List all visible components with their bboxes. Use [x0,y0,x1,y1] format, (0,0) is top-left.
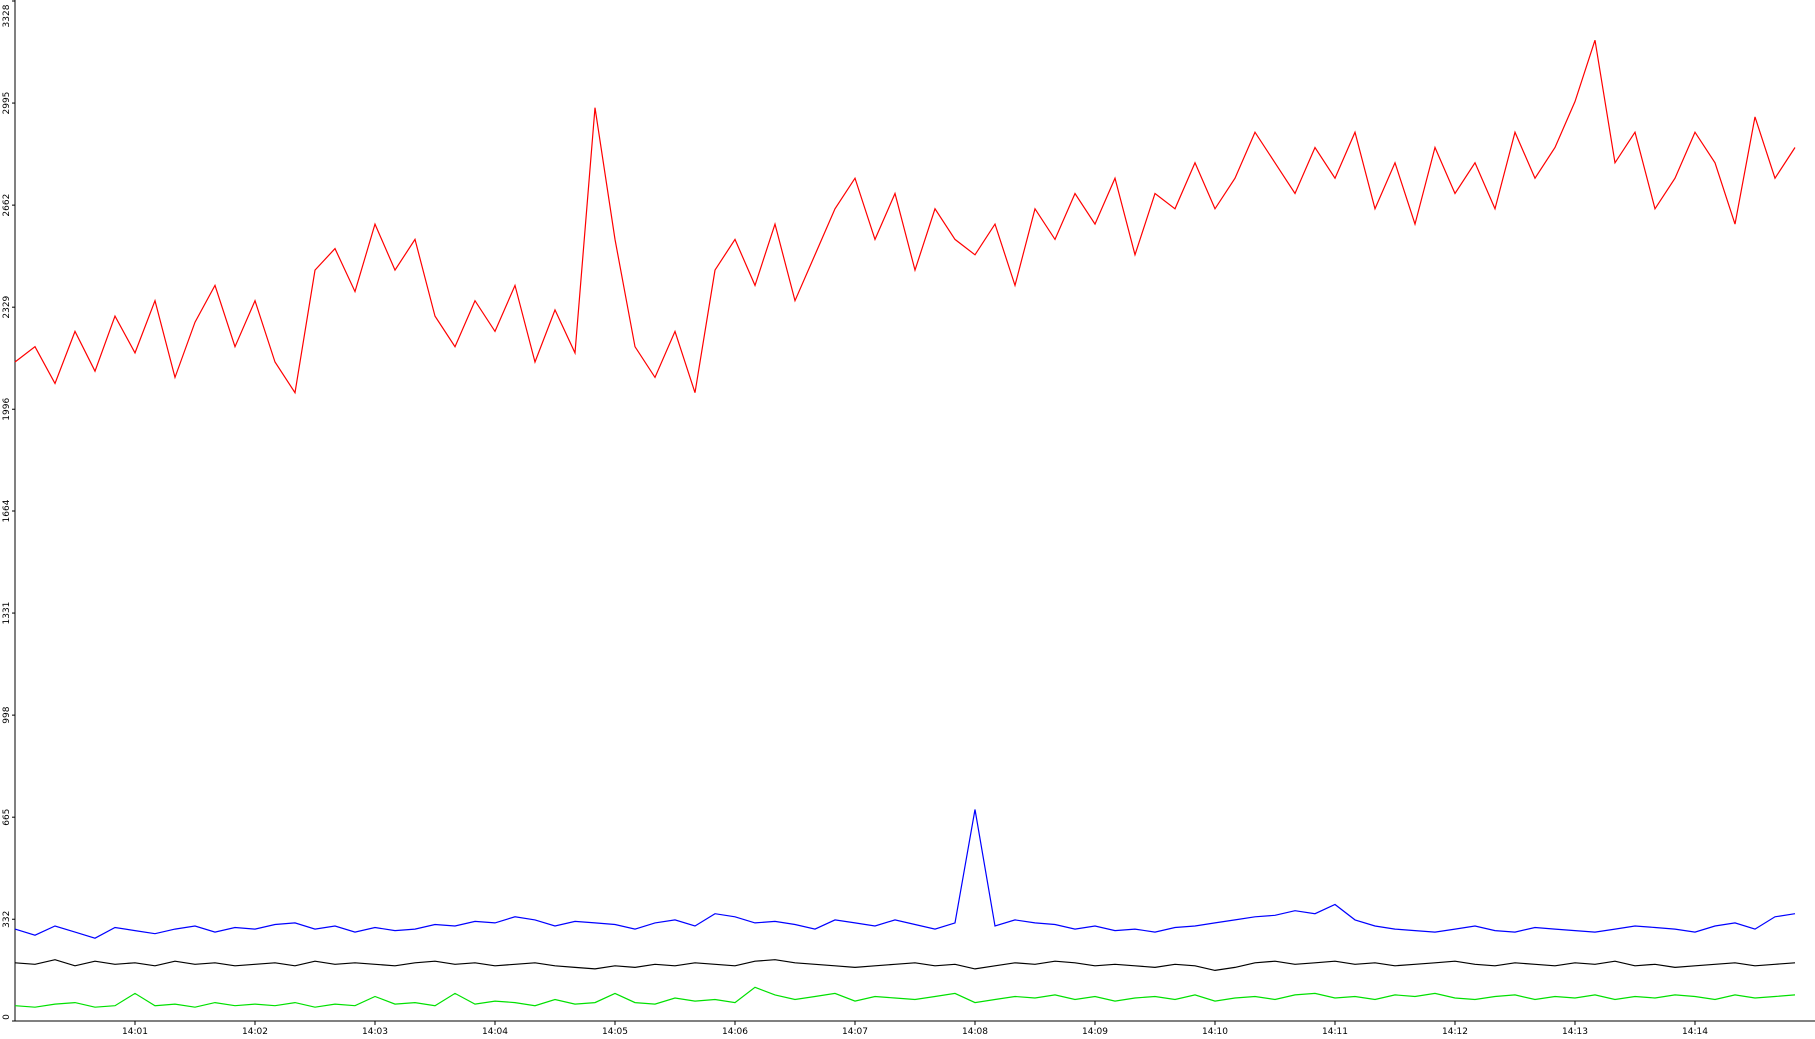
series-line [14,959,1796,972]
x-tick-label: 14:07 [842,1027,868,1037]
series-line [14,809,1796,939]
x-tick-label: 14:11 [1322,1027,1348,1037]
y-tick-label: 0 [2,1014,12,1020]
x-tick-label: 14:13 [1562,1027,1588,1037]
x-tick-label: 14:06 [722,1027,748,1037]
y-tick-label: 1331 [2,602,12,625]
x-tick-label: 14:09 [1082,1027,1108,1037]
y-tick-label: 2995 [2,92,12,115]
y-tick-label: 1996 [2,398,12,421]
x-tick-label: 14:01 [122,1027,148,1037]
x-tick-label: 14:04 [482,1027,508,1037]
y-tick-label: 665 [2,809,12,826]
x-tick-label: 14:05 [602,1027,628,1037]
y-tick-label: 332 [2,911,12,928]
y-tick-label: 998 [2,706,12,723]
x-tick-label: 14:12 [1442,1027,1468,1037]
y-tick-label: 2329 [2,295,12,318]
series-line [14,986,1796,1008]
x-tick-label: 14:08 [962,1027,988,1037]
x-tick-label: 14:02 [242,1027,268,1037]
x-tick-label: 14:10 [1202,1027,1228,1037]
y-tick-label: 3328 [2,4,12,27]
x-tick-label: 14:03 [362,1027,388,1037]
y-tick-label: 2662 [2,194,12,217]
series-line [14,40,1796,395]
x-tick-label: 14:14 [1682,1027,1708,1037]
y-tick-label: 1664 [2,499,12,522]
